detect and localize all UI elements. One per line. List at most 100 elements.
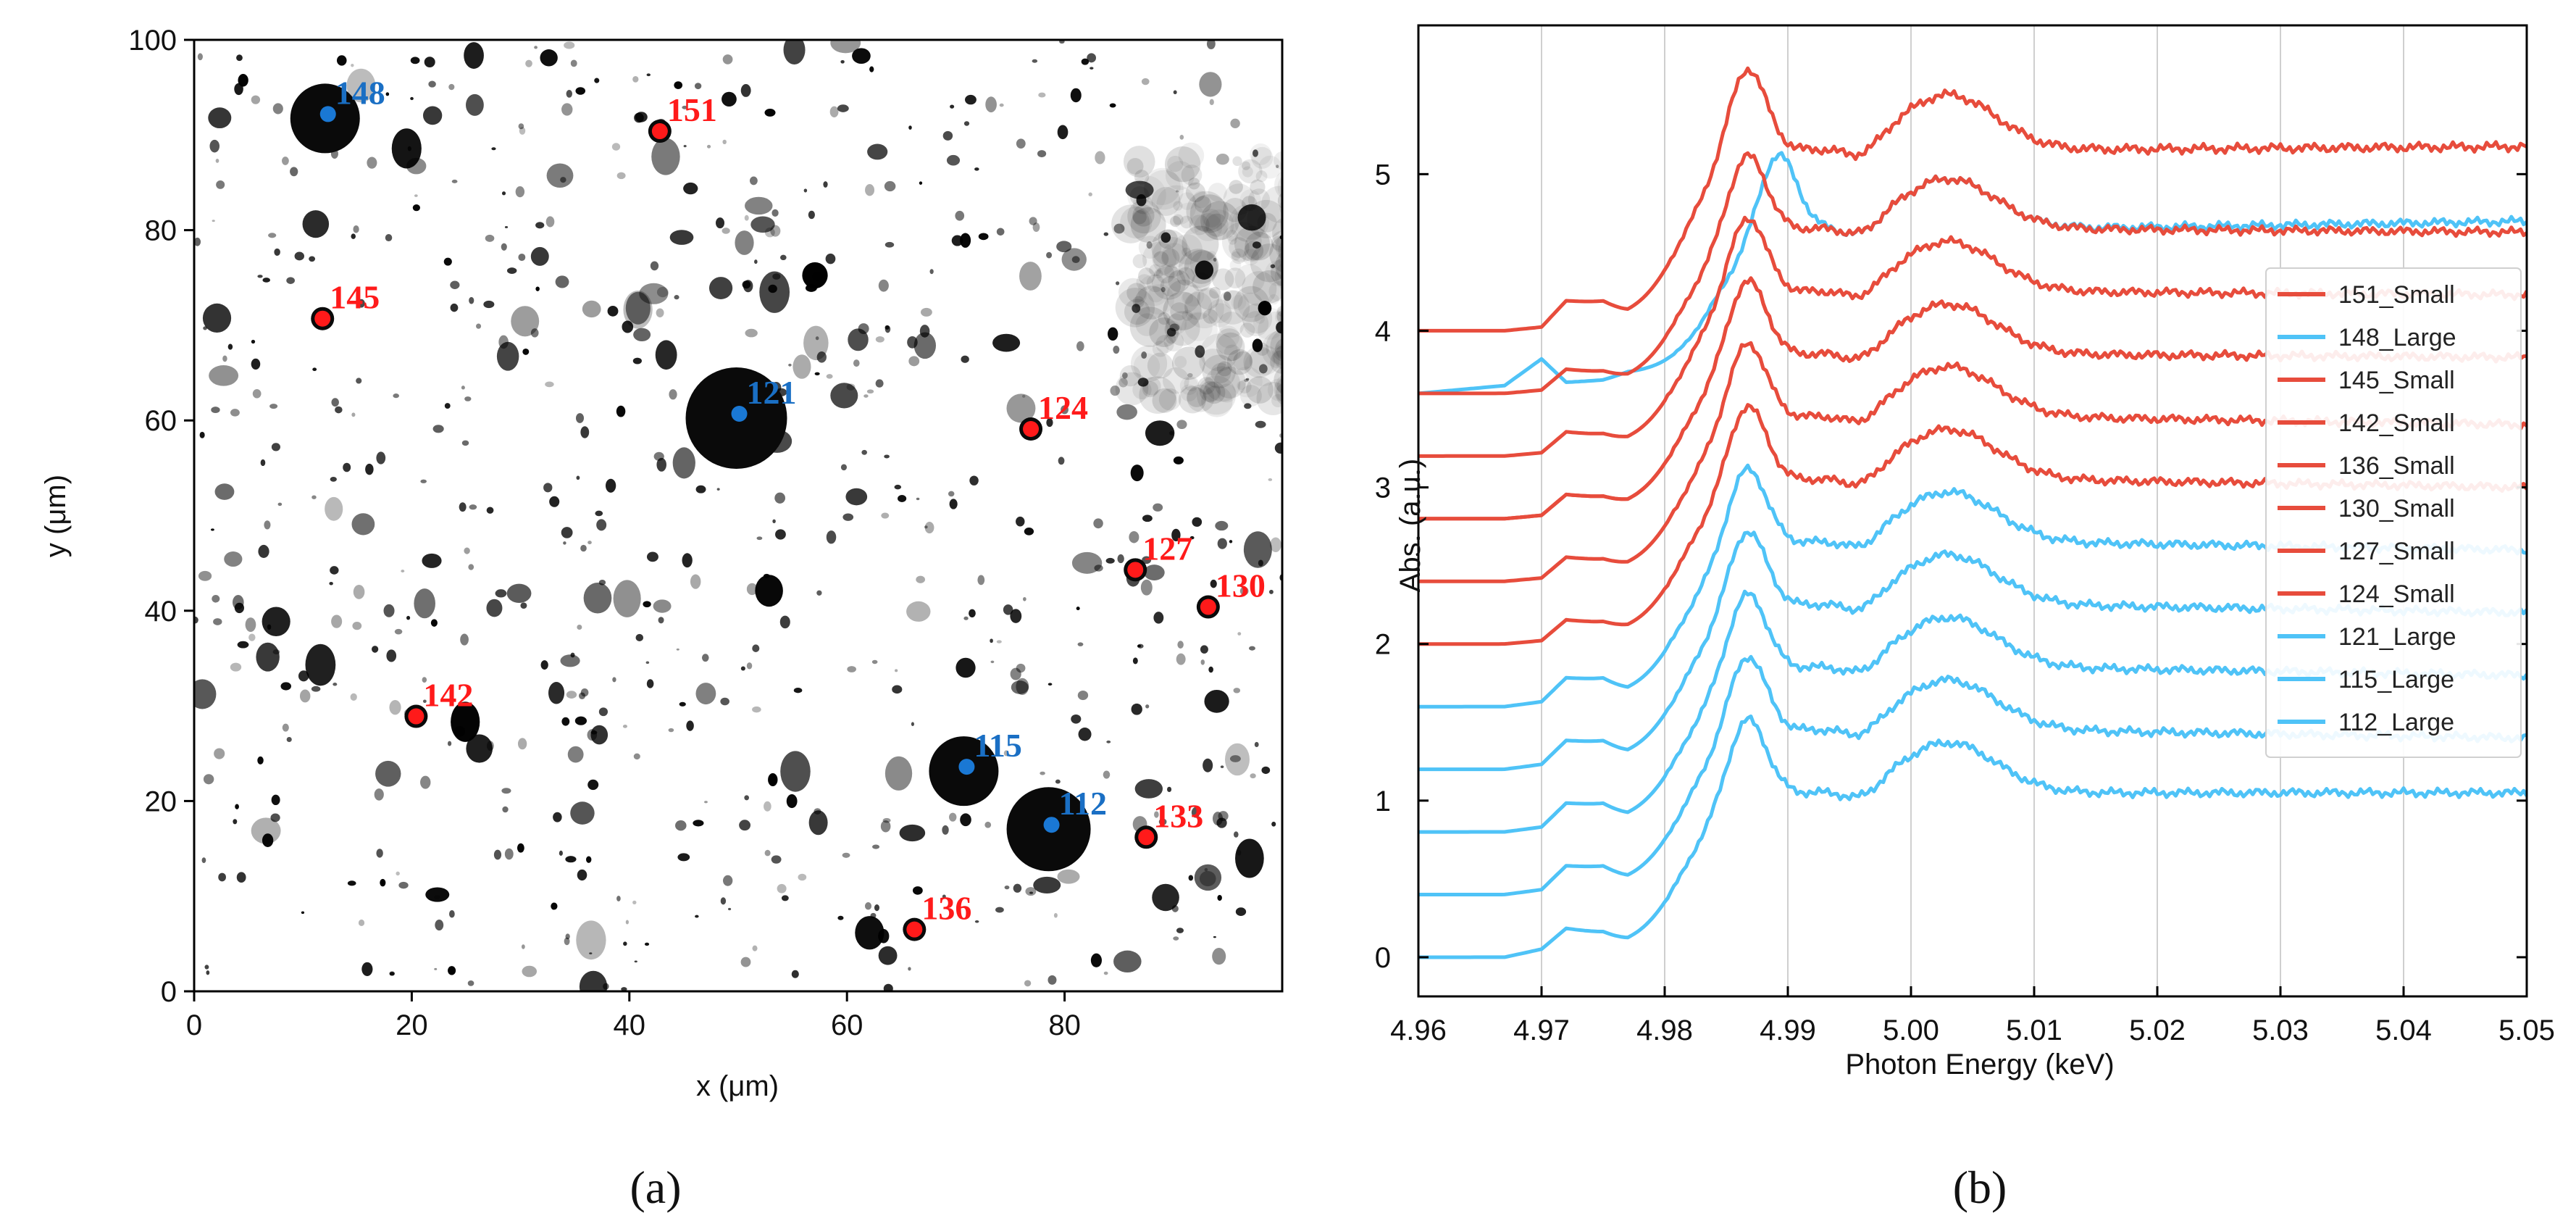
background-speck (948, 491, 955, 497)
background-speck (791, 970, 799, 978)
background-speck (251, 358, 261, 370)
background-speck (1239, 586, 1249, 596)
background-speck (1024, 980, 1032, 987)
background-speck (330, 476, 337, 482)
legend: 151_Small 148_Large 145_Small 142_Small 136_… (2265, 267, 2522, 758)
background-speck (1210, 579, 1217, 588)
background-speck (525, 59, 532, 67)
background-speck (863, 394, 869, 398)
background-speck (906, 601, 931, 622)
background-speck (389, 700, 401, 715)
spectra-ticks: 4.96 4.97 4.98 4.99 5.00 5.01 5.02 5.03 5.04 5.05… (1375, 159, 2555, 1046)
background-speck (1093, 518, 1103, 529)
background-speck (942, 130, 953, 141)
background-speck (869, 66, 874, 72)
background-speck (816, 351, 827, 363)
background-speck (1143, 167, 1181, 205)
background-speck (1290, 301, 1313, 323)
x-tick-label: 60 (831, 1009, 863, 1041)
background-speck (271, 794, 280, 806)
background-speck (826, 530, 837, 544)
background-speck (949, 812, 957, 822)
background-speck (1292, 253, 1305, 266)
background-speck (1203, 309, 1218, 324)
background-speck (1200, 659, 1205, 665)
background-speck (1277, 175, 1282, 199)
background-speck (371, 646, 379, 653)
background-speck (1090, 953, 1102, 967)
background-speck (1173, 214, 1184, 225)
background-speck (256, 642, 280, 672)
background-speck (1058, 457, 1065, 465)
panel-b-spectra: 4.96 4.97 4.98 4.99 5.00 5.01 5.02 5.03 5.04 5.05… (1375, 24, 2555, 1213)
background-speck (695, 915, 699, 918)
background-speck (770, 225, 781, 237)
background-speck (522, 965, 538, 978)
background-speck (1152, 341, 1169, 357)
background-speck (575, 413, 585, 423)
background-speck (1133, 353, 1161, 380)
background-speck (1213, 257, 1217, 262)
background-speck (1235, 838, 1264, 878)
background-speck (1160, 275, 1182, 297)
background-speck (1237, 292, 1263, 319)
background-speck (1178, 192, 1197, 210)
background-speck (646, 679, 654, 688)
background-speck (566, 90, 572, 98)
background-speck (1289, 337, 1314, 362)
background-speck (1184, 376, 1199, 392)
background-speck (587, 541, 592, 545)
background-speck (814, 372, 820, 375)
background-speck (653, 451, 664, 461)
background-speck (1142, 514, 1153, 522)
background-speck (218, 872, 226, 882)
background-speck (694, 83, 702, 90)
background-speck (908, 125, 912, 130)
background-speck (1229, 540, 1233, 543)
background-speck (469, 296, 474, 304)
background-speck (1187, 384, 1215, 412)
background-speck (1132, 254, 1147, 269)
background-speck (453, 725, 466, 737)
background-speck (561, 527, 573, 538)
background-speck (1202, 209, 1221, 228)
background-speck (1010, 609, 1022, 623)
background-speck (406, 157, 427, 175)
background-speck (1238, 159, 1263, 184)
background-speck (576, 920, 606, 960)
background-speck (506, 267, 517, 274)
x-tick-label: 5.01 (2006, 1015, 2062, 1046)
background-speck (969, 609, 976, 618)
background-speck (1109, 103, 1116, 108)
background-speck (1170, 216, 1182, 228)
legend-entry-148_Large: 148_Large (2338, 324, 2456, 351)
background-speck (1226, 230, 1238, 242)
background-speck (1173, 456, 1184, 464)
background-speck (1203, 381, 1226, 404)
background-speck (616, 896, 621, 901)
background-speck (410, 57, 420, 64)
background-speck (1258, 155, 1282, 179)
background-speck (885, 756, 913, 791)
background-speck (780, 254, 787, 261)
background-speck (695, 683, 716, 705)
background-speck (1237, 380, 1252, 393)
x-tick-label: 0 (186, 1009, 202, 1041)
background-speck (872, 844, 880, 849)
background-speck (1057, 125, 1069, 140)
background-speck (534, 46, 538, 49)
background-speck (633, 328, 651, 342)
background-speck (842, 852, 850, 858)
background-speck (916, 497, 920, 501)
background-speck (1200, 333, 1238, 372)
background-speck (264, 520, 271, 530)
background-speck (257, 756, 264, 765)
background-speck (504, 848, 514, 860)
background-speck (1110, 386, 1120, 396)
background-speck (1176, 420, 1187, 430)
background-speck (1195, 260, 1214, 280)
background-speck (1173, 201, 1183, 211)
background-speck (1277, 192, 1282, 209)
background-speck (1271, 343, 1282, 370)
map-particles (194, 40, 1314, 991)
